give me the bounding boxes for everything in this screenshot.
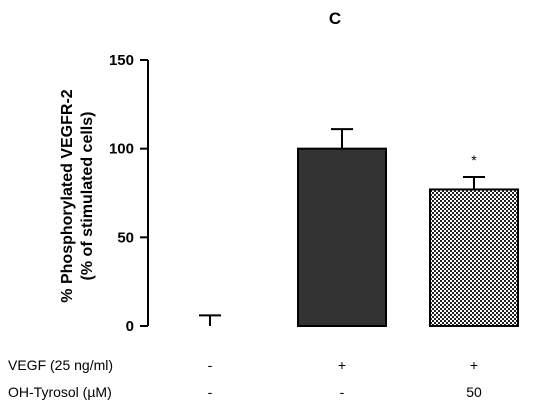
y-axis-ticks: 0 50 100 150 [109,52,148,335]
y-axis-label-line1: % Phosphorylated VEGFR-2 [59,89,76,302]
bars: * [199,128,519,327]
bar [297,147,387,327]
treatment-value: - [208,357,213,373]
treatment-value: + [470,357,478,373]
treatment-value: 50 [466,384,482,400]
treatment-table: VEGF (25 ng/ml) - + + OH-Tyrosol (µM) - - 50 [8,357,482,400]
bar [429,188,519,327]
y-tick-label: 150 [109,52,134,69]
treatment-value: - [208,384,213,400]
panel-label: C [329,9,341,28]
significance-marker: * [471,152,477,168]
y-tick-label: 100 [109,141,134,158]
treatment-value: + [338,357,346,373]
treatment-value: - [340,384,345,400]
y-axis-label-line2: (% of stimulated cells) [79,112,96,281]
y-tick-label: 0 [126,318,134,335]
treatment-row-label: VEGF (25 ng/ml) [8,357,113,373]
y-tick-label: 50 [117,229,134,246]
treatment-row-label: OH-Tyrosol (µM) [8,384,112,400]
